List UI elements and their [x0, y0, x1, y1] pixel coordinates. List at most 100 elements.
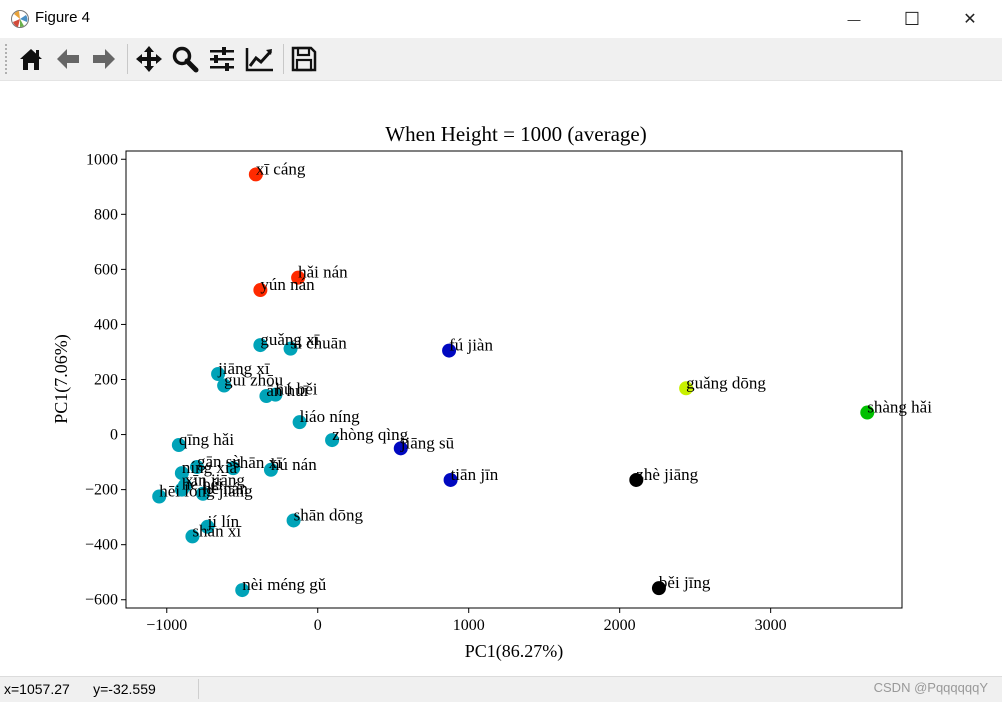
- minimize-icon: —: [847, 11, 861, 27]
- x-axis: −1000 0 1000 2000 3000: [146, 608, 787, 634]
- plot-area: [125, 150, 903, 609]
- forward-button[interactable]: [87, 42, 121, 76]
- data-point-label: guǎng dōng: [686, 373, 766, 392]
- arrow-right-icon: [93, 49, 115, 69]
- maximize-icon: ☐: [903, 8, 921, 29]
- data-point-label: níng xià: [182, 458, 238, 477]
- data-point-label: běi jīng: [659, 573, 711, 592]
- y-tick-label: −600: [85, 592, 118, 609]
- y-axis-label: PC1(7.06%): [51, 334, 72, 424]
- data-point: [283, 341, 298, 356]
- data-point: [200, 519, 215, 534]
- data-point: [189, 460, 204, 475]
- data-point: [248, 167, 263, 182]
- close-button[interactable]: ✕: [941, 0, 999, 38]
- data-point-label: ān huī: [266, 381, 308, 400]
- line-chart-icon: [245, 48, 273, 72]
- data-point: [393, 441, 408, 456]
- toolbar-separator: [127, 44, 128, 74]
- status-bar: x=1057.27 y=-32.559 CSDN @PqqqqqqY: [0, 676, 1002, 702]
- x-axis-label: PC1(86.27%): [465, 641, 564, 662]
- data-point-label: shàng hǎi: [867, 398, 932, 417]
- data-point: [860, 405, 875, 420]
- data-point: [253, 338, 268, 353]
- data-point: [185, 529, 200, 544]
- data-point: [443, 472, 458, 487]
- x-tick-label: −1000: [146, 617, 187, 634]
- data-point: [679, 381, 694, 396]
- data-point-label: gān sù: [197, 452, 241, 471]
- y-tick-label: 0: [110, 427, 118, 444]
- data-point: [286, 513, 301, 528]
- scatter-plot: When Height = 1000 (average) −1000 0 1000 2…: [51, 122, 932, 662]
- chart-title: When Height = 1000 (average): [385, 122, 646, 146]
- data-point: [292, 415, 307, 430]
- data-point-label: qīng hǎi: [179, 430, 235, 449]
- pan-button[interactable]: [132, 42, 166, 76]
- y-tick-label: 600: [94, 261, 118, 278]
- save-button[interactable]: [287, 42, 321, 76]
- data-point: [171, 438, 186, 453]
- maximize-button[interactable]: ☐: [883, 0, 941, 38]
- data-point-label: yún nán: [260, 275, 315, 294]
- x-tick-label: 3000: [755, 617, 787, 634]
- data-point: [211, 366, 226, 381]
- y-tick-label: 200: [94, 372, 118, 389]
- data-point: [325, 433, 340, 448]
- data-point-label: hé nán: [203, 479, 248, 498]
- data-point-label: shān xī: [192, 521, 241, 540]
- close-icon: ✕: [963, 11, 977, 28]
- watermark: CSDN @PqqqqqqY: [873, 680, 988, 695]
- zoom-button[interactable]: [168, 42, 202, 76]
- data-point-label: xīn jiāng: [185, 470, 245, 489]
- y-tick-label: 800: [94, 206, 118, 223]
- data-point-label: guǎng xī: [260, 330, 319, 349]
- navigation-toolbar: [0, 38, 1002, 81]
- data-point: [235, 583, 250, 598]
- data-point-label: hǎi nán: [298, 263, 348, 282]
- home-icon: [20, 49, 42, 70]
- y-tick-label: −400: [85, 537, 118, 554]
- magnifier-icon: [172, 46, 199, 73]
- data-point-label: sì chuān: [291, 334, 348, 353]
- subplots-button[interactable]: [205, 42, 239, 76]
- data-point: [195, 486, 210, 501]
- data-point-label: liáo níng: [300, 407, 360, 426]
- data-point: [174, 482, 189, 497]
- data-point-label: hú běi: [275, 380, 317, 399]
- data-point: [152, 489, 167, 504]
- data-point-label: tiān jīn: [451, 465, 499, 484]
- data-point: [629, 472, 644, 487]
- figure-canvas[interactable]: When Height = 1000 (average) −1000 0 1000 2…: [0, 81, 1002, 676]
- home-button[interactable]: [14, 42, 48, 76]
- y-tick-label: −200: [85, 482, 118, 499]
- x-tick-label: 1000: [453, 617, 485, 634]
- status-divider: [198, 679, 199, 699]
- data-point: [291, 270, 306, 285]
- customize-button[interactable]: [243, 42, 277, 76]
- data-point-label: fú jiàn: [449, 336, 493, 355]
- data-point-label: hú nán: [271, 455, 317, 474]
- data-point: [253, 283, 268, 298]
- floppy-disk-icon: [291, 46, 317, 72]
- data-point-label: zhè jiāng: [636, 465, 698, 484]
- data-point: [217, 378, 232, 393]
- back-button[interactable]: [51, 42, 85, 76]
- data-point: [174, 466, 189, 481]
- data-points: [152, 167, 875, 598]
- window-title: Figure 4: [35, 9, 91, 26]
- minimize-button[interactable]: —: [825, 0, 883, 38]
- data-point: [226, 461, 241, 476]
- data-point-label: shān xī: [233, 453, 282, 472]
- sliders-icon: [210, 47, 234, 71]
- data-point-label: xī cáng: [256, 159, 306, 178]
- arrow-left-icon: [57, 49, 79, 69]
- data-point-label: jiāng sū: [400, 433, 455, 452]
- cursor-coordinates: x=1057.27 y=-32.559: [4, 681, 156, 697]
- data-point-label: jí lín: [207, 512, 240, 531]
- data-point: [442, 343, 457, 358]
- move-icon: [136, 46, 162, 72]
- data-point: [263, 462, 278, 477]
- window-titlebar: Figure 4 — ☐ ✕: [0, 0, 1002, 38]
